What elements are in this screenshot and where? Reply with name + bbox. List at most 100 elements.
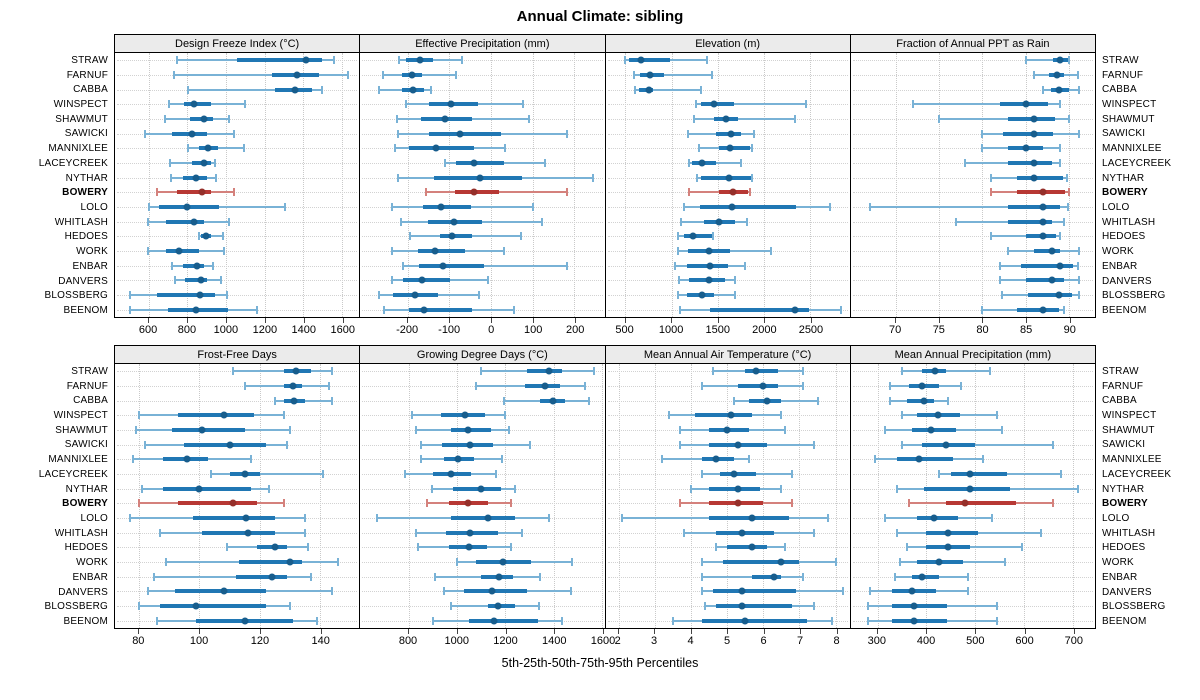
range-whisker [696,103,807,106]
whisker-cap-high [839,305,842,314]
whisker-cap-low [686,129,689,138]
range-whisker [188,88,322,91]
whisker-cap-high [282,499,285,508]
iqr-bar [469,618,538,623]
station-row-whitlash [606,525,850,540]
station-row-laceycreek [606,467,850,482]
gridline-x [763,364,765,628]
station-row-shawmut [606,423,850,438]
median-dot [198,426,206,434]
median-dot [420,306,428,314]
gridline-y [362,74,603,76]
station-row-whitlash [360,525,604,540]
station-row-nythar [115,481,359,496]
whisker-cap-low [632,70,635,79]
station-label-laceycreek: LACEYCREEK [38,468,108,480]
median-dot [549,397,556,405]
station-label-cabba: CABBA [73,84,108,96]
median-dot [752,367,760,375]
gridline-y [852,177,1093,179]
median-dot [470,159,478,167]
gridline-x [264,53,266,317]
whisker-cap-high [283,202,286,211]
station-row-danvers [360,584,604,599]
whisker-cap-low [164,114,167,123]
whisker-cap-high [1040,528,1043,537]
median-dot [1048,276,1056,284]
whisker-cap-low [693,114,696,123]
whisker-cap-high [827,513,830,522]
median-dot [1039,203,1047,211]
station-label-nythar: NYTHAR [65,172,108,184]
whisker-cap-low [129,305,132,314]
station-label-danvers: DANVERS [58,275,108,287]
iqr-bar [402,278,450,283]
median-dot [734,499,742,507]
range-whisker [694,117,796,120]
station-label-laceycreek: LACEYCREEK [1102,468,1172,480]
iqr-bar [157,292,216,297]
iqr-bar [408,307,473,312]
median-dot [1030,115,1038,123]
whisker-cap-high [460,56,463,65]
iqr-bar [422,204,471,209]
station-row-winspect [360,408,604,423]
whisker-cap-low [147,202,150,211]
median-dot [286,558,294,566]
gridline-x [671,53,673,317]
station-row-bowery [360,185,604,200]
median-dot [418,276,426,284]
whisker-cap-high [520,232,523,241]
gridline-x [1069,53,1071,317]
whisker-cap-low [129,513,132,522]
gridline-x [1073,364,1075,628]
station-row-lolo [606,200,850,215]
iqr-bar [897,457,954,462]
median-dot [268,573,276,581]
panel-elevation-m: Elevation (m) 500 1000 1500 2000 2500 [604,34,851,340]
station-row-straw [606,364,850,379]
station-label-blossberg: BLOSSBERG [1102,290,1166,302]
x-axis-design-freeze-index-c: 600 800 1000 1200 1400 1600 [114,318,360,340]
axis-tick-label: 100 [189,635,209,647]
whisker-cap-high [320,85,323,94]
station-label-winspect: WINSPECT [1102,410,1157,422]
axis-tick [810,318,812,323]
station-row-hedoes [360,229,604,244]
whisker-cap-high [831,616,834,625]
whisker-cap-low [403,469,406,478]
gridline-y [117,177,358,179]
whisker-cap-high [429,85,432,94]
station-row-winspect [851,97,1095,112]
whisker-cap-high [812,601,815,610]
station-row-straw [360,53,604,68]
iqr-bar [710,307,809,312]
station-row-blossberg [360,288,604,303]
gridline-y [852,60,1093,62]
gridline-y [852,309,1093,311]
whisker-cap-high [331,367,334,376]
median-dot [188,130,196,138]
iqr-bar [1008,219,1052,224]
station-row-shawmut [851,423,1095,438]
axis-tick [603,629,605,634]
whisker-cap-low [990,232,993,241]
station-row-enbar [115,258,359,273]
median-dot [944,529,952,537]
whisker-cap-low [155,188,158,197]
station-row-straw [606,53,850,68]
whisker-cap-low [683,202,686,211]
whisker-cap-low [434,572,437,581]
panel-header-frost-free-days: Frost-Free Days [114,345,361,364]
median-dot [725,174,733,182]
axis-tick [138,629,140,634]
gridline-x [926,364,928,628]
median-dot [448,232,456,240]
whisker-cap-high [282,411,285,420]
whisker-cap-low [888,396,891,405]
whisker-cap-low [168,100,171,109]
station-row-beenom [360,613,604,628]
whisker-cap-high [532,202,535,211]
whisker-cap-high [547,513,550,522]
whisker-cap-low [623,56,626,65]
